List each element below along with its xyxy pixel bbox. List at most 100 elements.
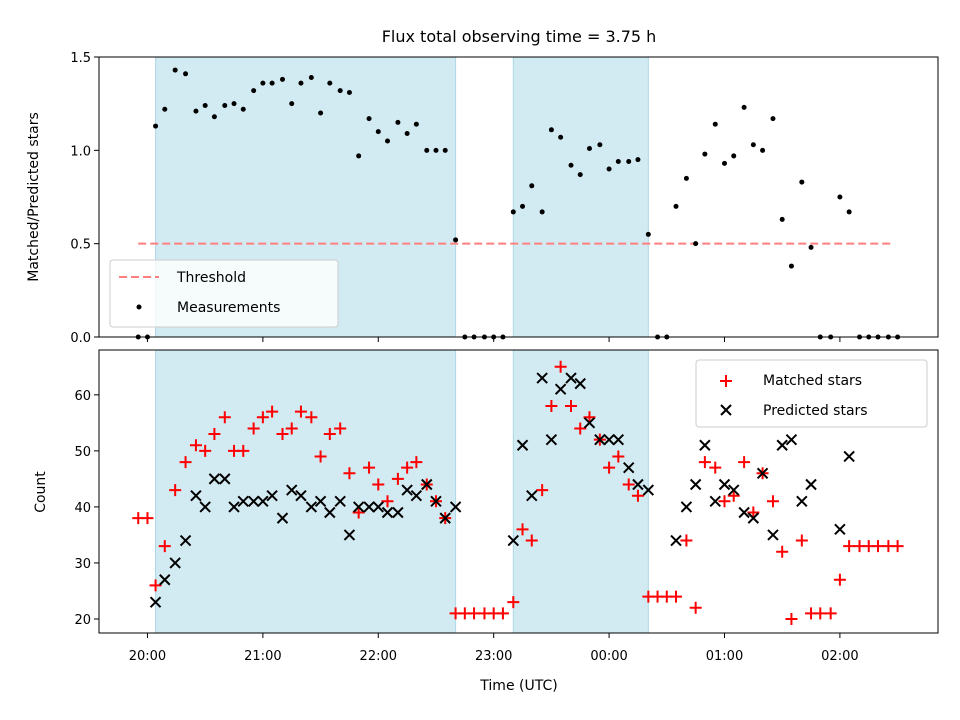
predicted-stars-point	[266, 489, 278, 502]
measurement-point	[366, 116, 372, 122]
measurement-point	[721, 160, 727, 166]
legend-predicted-swatch	[720, 404, 732, 416]
matched-stars-point	[391, 472, 404, 485]
predicted-stars-point	[295, 489, 307, 502]
measurement-points	[135, 67, 901, 340]
predicted-stars-point	[785, 433, 798, 446]
measurement-point	[548, 127, 554, 133]
measurement-point	[837, 194, 843, 200]
measurement-point	[260, 80, 266, 86]
matched-stars-point	[294, 405, 307, 418]
predicted-stars-point	[670, 534, 682, 547]
matched-stars-point	[507, 596, 520, 609]
measurement-point	[183, 71, 189, 77]
observing-window	[512, 349, 649, 634]
measurement-point	[251, 88, 257, 94]
measurement-point	[413, 121, 419, 127]
matched-stars-point	[525, 534, 538, 547]
matched-stars-point	[776, 545, 789, 558]
predicted-stars-point	[439, 512, 451, 524]
measurement-point	[577, 172, 583, 178]
measurement-point	[222, 103, 228, 109]
measurement-point	[529, 183, 535, 189]
measurement-point	[799, 179, 805, 185]
matched-stars-point	[565, 400, 578, 413]
chart-title: Flux total observing time = 3.75 h	[382, 27, 657, 46]
predicted-stars-point	[372, 501, 384, 513]
matched-stars-point	[314, 450, 327, 463]
predicted-stars-point	[237, 495, 249, 508]
measurement-point	[712, 121, 718, 127]
predicted-stars-point	[449, 501, 462, 513]
measurement-point	[231, 101, 237, 107]
measurement-point	[741, 104, 747, 110]
matched-stars-point	[276, 428, 289, 441]
matched-stars-point	[738, 456, 751, 469]
y-tick-label: 40	[74, 501, 91, 516]
measurement-point	[346, 89, 352, 95]
matched-stars-point	[496, 607, 509, 620]
measurement-point	[510, 209, 516, 215]
top-plot-frame	[98, 56, 939, 338]
measurement-point	[539, 209, 545, 215]
predicted-stars-point	[747, 512, 760, 524]
matched-stars-point	[824, 607, 837, 620]
measurement-point	[375, 129, 381, 135]
bottom-legend: Matched stars Predicted stars	[695, 359, 928, 428]
measurement-point	[453, 237, 459, 243]
predicted-stars-point	[554, 383, 567, 395]
measurement-point	[269, 80, 275, 86]
matched-stars-point	[622, 478, 635, 491]
predicted-stars-point	[680, 501, 693, 513]
predicted-stars-point	[516, 439, 529, 451]
predicted-stars-point	[257, 495, 269, 508]
measurement-point	[788, 263, 794, 269]
measurement-point	[162, 106, 168, 112]
matched-stars-point	[218, 411, 231, 424]
predicted-stars-point	[334, 495, 346, 508]
top-y-axis-title: Matched/Predicted stars	[26, 112, 42, 282]
predicted-stars-point	[228, 501, 240, 513]
matched-stars-point	[516, 523, 529, 536]
predicted-stars-point	[430, 495, 442, 508]
matched-stars-point	[149, 579, 162, 592]
measurement-point	[318, 110, 324, 116]
bottom-legend-box	[695, 359, 928, 428]
top-legend: Threshold Measurements	[109, 259, 339, 328]
matched-stars-point	[323, 428, 336, 441]
legend-measurements-label: Measurements	[177, 300, 280, 316]
measurement-point	[615, 159, 621, 165]
measurement-point	[211, 114, 217, 120]
x-axis-title: Time (UTC)	[479, 678, 557, 694]
legend-predicted-label: Predicted stars	[763, 403, 868, 419]
measurement-point	[586, 145, 592, 151]
predicted-stars-point	[718, 478, 731, 491]
measurement-point	[337, 88, 343, 94]
measurement-point	[606, 166, 612, 172]
predicted-stars-point	[343, 529, 356, 541]
measurement-point	[760, 147, 766, 153]
y-tick-label: 0.5	[70, 238, 91, 253]
predicted-stars-point	[574, 377, 586, 390]
predicted-stars-point	[410, 489, 423, 502]
predicted-stars-point	[526, 489, 538, 502]
measurement-point	[193, 108, 199, 114]
matched-stars-point	[718, 495, 731, 508]
measurement-point	[424, 147, 430, 153]
predicted-stars-point	[623, 461, 635, 474]
bottom-plot-frame	[98, 349, 939, 634]
matched-stars-point	[698, 456, 711, 469]
measurement-point	[731, 153, 737, 159]
matched-stars-point	[256, 411, 269, 424]
predicted-stars-point	[352, 501, 365, 513]
measurement-point	[153, 123, 159, 129]
measurement-point	[568, 162, 574, 168]
predicted-stars-point	[169, 557, 181, 569]
matched-stars-point	[631, 489, 644, 502]
matched-stars-point	[612, 450, 625, 463]
count-points	[132, 360, 904, 625]
measurement-point	[702, 151, 708, 157]
predicted-stars-point	[632, 478, 644, 491]
predicted-stars-point	[381, 506, 394, 519]
